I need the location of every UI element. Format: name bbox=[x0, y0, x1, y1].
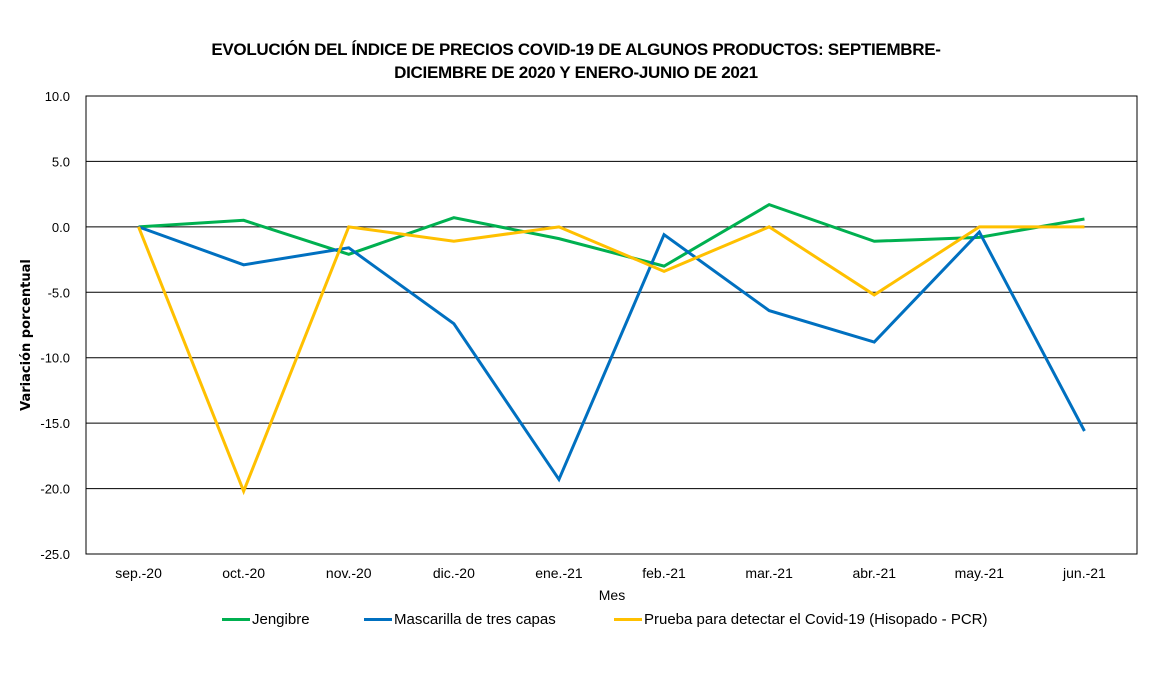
y-tick-label: 5.0 bbox=[52, 154, 70, 169]
series-mascarilla-de-tres-capas bbox=[138, 225, 1086, 483]
legend-item: Mascarilla de tres capas bbox=[364, 611, 556, 628]
series-lines bbox=[137, 202, 1086, 496]
chart-title-line-2: DICIEMBRE DE 2020 Y ENERO-JUNIO DE 2021 bbox=[394, 63, 758, 82]
legend: Jengibre Mascarilla de tres capas Prueba p… bbox=[0, 611, 1152, 631]
legend-label: Prueba para detectar el Covid-19 (Hisopa… bbox=[644, 611, 988, 628]
legend-item: Prueba para detectar el Covid-19 (Hisopa… bbox=[614, 611, 988, 628]
chart-title: EVOLUCIÓN DEL ÍNDICE DE PRECIOS COVID-19… bbox=[0, 38, 1152, 84]
gridlines bbox=[86, 95, 1137, 555]
y-axis-ticks: 10.0 5.0 0.0 -5.0 -10.0 -15.0 -20.0 -25.0 bbox=[40, 89, 70, 562]
series-prueba-para-detectar-el-covid-19-hisopado-pcr bbox=[137, 225, 1085, 496]
legend-swatch bbox=[614, 618, 642, 621]
series-jengibre bbox=[138, 202, 1085, 268]
x-tick-label: ene.-21 bbox=[535, 565, 583, 581]
x-tick-label: dic.-20 bbox=[433, 565, 475, 581]
legend-swatch bbox=[222, 618, 250, 621]
x-axis-ticks: sep.-20 oct.-20 nov.-20 dic.-20 ene.-21 feb.-… bbox=[115, 565, 1106, 581]
x-tick-label: mar.-21 bbox=[745, 565, 793, 581]
y-tick-label: 0.0 bbox=[52, 220, 70, 235]
x-tick-label: oct.-20 bbox=[222, 565, 265, 581]
x-tick-label: sep.-20 bbox=[115, 565, 162, 581]
y-tick-label: -25.0 bbox=[40, 547, 70, 562]
x-tick-label: nov.-20 bbox=[326, 565, 372, 581]
series-line bbox=[137, 225, 1085, 496]
legend-swatch bbox=[364, 618, 392, 621]
x-tick-label: jun.-21 bbox=[1062, 565, 1106, 581]
legend-label: Mascarilla de tres capas bbox=[394, 611, 556, 628]
x-axis-label: Mes bbox=[599, 587, 625, 603]
y-tick-label: -5.0 bbox=[48, 285, 70, 300]
legend-item: Jengibre bbox=[222, 611, 310, 628]
series-line bbox=[138, 225, 1086, 483]
legend-label: Jengibre bbox=[252, 611, 310, 628]
chart-title-line-1: EVOLUCIÓN DEL ÍNDICE DE PRECIOS COVID-19… bbox=[211, 40, 941, 59]
y-tick-label: 10.0 bbox=[45, 89, 70, 104]
plot-area bbox=[85, 95, 1138, 555]
y-tick-label: -15.0 bbox=[40, 416, 70, 431]
x-tick-label: feb.-21 bbox=[642, 565, 686, 581]
y-tick-label: -20.0 bbox=[40, 482, 70, 497]
x-tick-label: abr.-21 bbox=[852, 565, 896, 581]
y-axis-label: Variación porcentual bbox=[19, 259, 34, 411]
y-tick-label: -10.0 bbox=[40, 351, 70, 366]
x-tick-label: may.-21 bbox=[955, 565, 1005, 581]
series-line bbox=[138, 202, 1085, 268]
